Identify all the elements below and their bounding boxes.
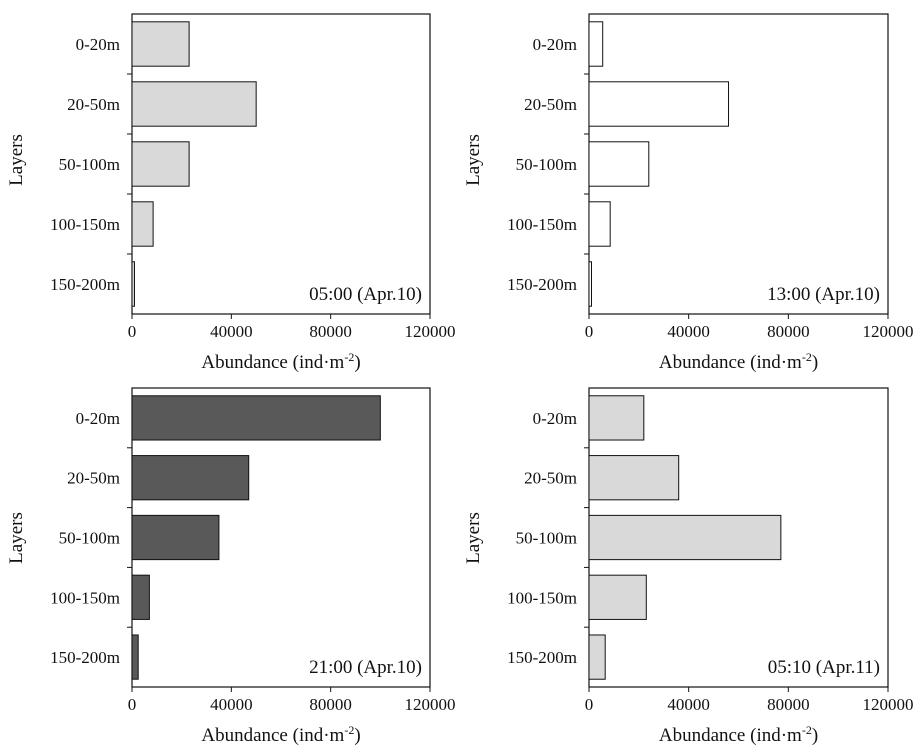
chart-panel-1: 0-20m 20-50m 50-100m 100-150m 150-200m 0 40000… [6,13,456,373]
category-label: 20-50m [524,469,577,488]
bar-50-100m [588,141,650,187]
x-tick-label: 80000 [767,322,810,341]
x-tick-label: 120000 [863,695,914,714]
x-tick-label: 80000 [767,695,810,714]
x-tick-label: 0 [585,695,594,714]
category-label: 50-100m [516,529,577,548]
bar-0-20m [588,21,604,67]
panel-annotation: 13:00 (Apr.10) [767,284,880,305]
bar-100-150m [131,201,154,247]
x-tick-label: 0 [585,322,594,341]
category-label: 100-150m [50,215,120,234]
panel-annotation: 21:00 (Apr.10) [309,657,422,678]
category-label: 20-50m [67,95,120,114]
panel-annotation: 05:10 (Apr.11) [768,657,880,678]
bar-20-50m [131,81,257,127]
category-label: 100-150m [507,215,577,234]
bar-100-150m [588,574,647,620]
bar-0-20m [131,21,190,67]
bar-150-200m [588,634,606,680]
x-axis-label: Abundance (ind·m-2) [201,350,360,373]
x-tick-label: 40000 [667,322,710,341]
bar-150-200m [131,634,139,680]
x-tick-label: 80000 [309,322,352,341]
bar-50-100m [131,141,190,187]
panel-annotation: 05:00 (Apr.10) [309,284,422,305]
bar-0-20m [131,395,381,441]
category-label: 100-150m [507,588,577,607]
category-label: 50-100m [59,529,120,548]
bar-50-100m [131,514,220,561]
x-tick-label: 120000 [405,322,456,341]
x-tick-label: 40000 [210,322,253,341]
x-tick-label: 120000 [863,322,914,341]
x-tick-label: 40000 [667,695,710,714]
bar-150-200m [131,261,135,307]
bar-150-200m [588,261,592,307]
bar-100-150m [131,574,150,620]
category-label: 0-20m [76,409,120,428]
bar-20-50m [588,81,730,127]
x-tick-label: 0 [128,322,137,341]
category-label: 20-50m [67,469,120,488]
y-axis-label: Layers [6,134,27,186]
chart-panel-2: 0-20m 20-50m 50-100m 100-150m 150-200m 0 40000… [463,13,914,373]
y-axis-label: Layers [6,512,27,564]
x-tick-label: 40000 [210,695,253,714]
category-label: 150-200m [50,275,120,294]
bar-20-50m [131,455,250,501]
category-label: 150-200m [507,275,577,294]
x-axis-label: Abundance (ind·m-2) [201,723,360,746]
bar-20-50m [588,455,680,501]
category-label: 0-20m [76,35,120,54]
category-label: 50-100m [516,155,577,174]
category-label: 50-100m [59,155,120,174]
x-tick-label: 0 [128,695,137,714]
x-tick-label: 120000 [405,695,456,714]
chart-panel-4: 0-20m 20-50m 50-100m 100-150m 150-200m 0 40000… [463,387,914,746]
category-label: 0-20m [533,409,577,428]
category-label: 100-150m [50,588,120,607]
x-tick-label: 80000 [309,695,352,714]
chart-panel-3: 0-20m 20-50m 50-100m 100-150m 150-200m 0 40000… [6,387,456,746]
category-label: 150-200m [507,648,577,667]
category-label: 20-50m [524,95,577,114]
x-axis-label: Abundance (ind·m-2) [659,350,818,373]
bar-50-100m [588,514,782,561]
category-label: 150-200m [50,648,120,667]
x-axis-label: Abundance (ind·m-2) [659,723,818,746]
y-axis-label: Layers [463,512,484,564]
bar-0-20m [588,395,645,441]
y-axis-label: Layers [463,134,484,186]
category-label: 0-20m [533,35,577,54]
bar-100-150m [588,201,611,247]
